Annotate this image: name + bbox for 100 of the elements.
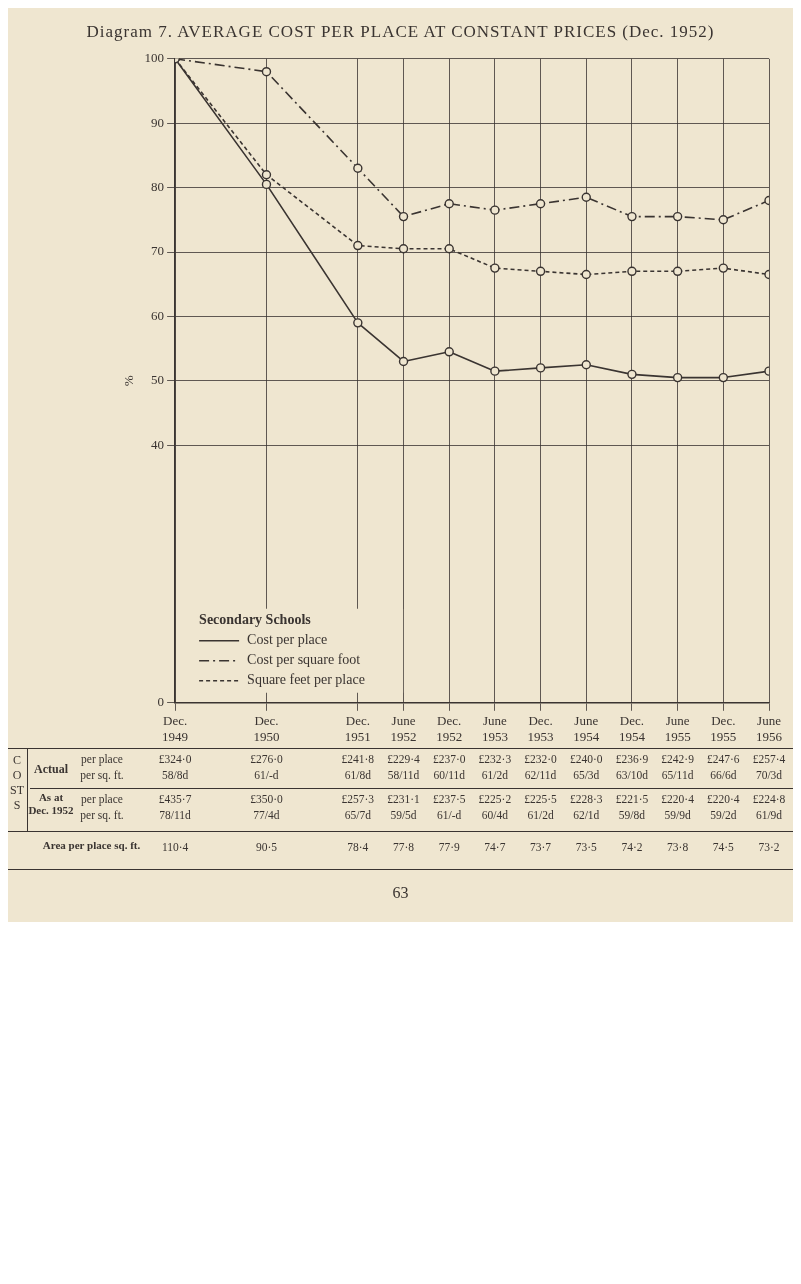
- point: [353, 240, 363, 251]
- point: [261, 179, 272, 190]
- point: [535, 199, 546, 209]
- text: 60/4d: [481, 809, 508, 821]
- text: 66/6d: [710, 769, 737, 781]
- point: [672, 211, 683, 222]
- point: [261, 66, 272, 77]
- text: £232·3: [478, 753, 512, 765]
- y-axis-title: %: [121, 375, 137, 387]
- point: [581, 192, 591, 202]
- text: 65/7d: [344, 809, 371, 821]
- chart-title: Diagram 7. AVERAGE COST PER PLACE AT CONSTANT PRICES (Dec. 1952): [85, 21, 716, 43]
- text: 73·7: [529, 840, 553, 855]
- point: [535, 266, 546, 277]
- text: per place: [81, 793, 123, 805]
- x-tick-label: June 1954: [573, 713, 600, 744]
- text: 70/3d: [755, 769, 783, 781]
- text: per sq. ft.: [80, 809, 124, 821]
- text: sq. ft.: [114, 839, 141, 851]
- text: per place: [81, 753, 123, 765]
- text: 110·4: [160, 840, 190, 855]
- text: 60/11d: [433, 769, 465, 781]
- y-tick-label: 70: [151, 243, 165, 259]
- text: per sq. ft.: [80, 769, 124, 781]
- x-tick-label: June 1956: [756, 713, 783, 744]
- legend-label: Square feet per place: [247, 672, 365, 688]
- text: Area per place: [42, 839, 112, 851]
- text: £237·0: [432, 753, 466, 765]
- point: [581, 360, 591, 370]
- text: £228·3: [569, 793, 603, 805]
- x-tick-label: June 1955: [664, 713, 691, 744]
- text: £220·4: [661, 793, 694, 805]
- y-tick-label: 100: [144, 50, 165, 66]
- point: [627, 211, 637, 222]
- x-tick-label: Dec. 1953: [527, 713, 554, 744]
- text: 58/8d: [161, 769, 189, 781]
- text: £240·0: [569, 753, 603, 765]
- text: As at Dec. 1952: [28, 791, 74, 817]
- text: 74·5: [711, 840, 735, 855]
- x-tick-label: June 1952: [390, 713, 417, 744]
- y-tick-label: 90: [151, 114, 165, 130]
- text: £247·6: [707, 753, 740, 765]
- text: 74·2: [620, 840, 644, 855]
- point: [490, 205, 500, 215]
- y-tick-label: 50: [151, 372, 165, 388]
- point: [490, 366, 500, 376]
- x-tick-label: Dec. 1955: [710, 713, 737, 744]
- point: [261, 170, 272, 180]
- text: 77·9: [437, 840, 461, 855]
- text: £232·0: [524, 753, 557, 765]
- point: [490, 263, 500, 273]
- legend-title: Secondary Schools: [199, 612, 312, 628]
- text: £231·1: [387, 793, 420, 805]
- text: £237·5: [432, 793, 466, 805]
- text: £220·4: [707, 793, 740, 805]
- point: [353, 318, 363, 328]
- text: 90·5: [254, 840, 278, 855]
- point: [398, 356, 409, 367]
- point: [398, 244, 409, 254]
- text: 59/2d: [710, 809, 737, 821]
- text: 61/8d: [344, 769, 371, 781]
- text: £236·9: [615, 753, 649, 765]
- text: 62/1d: [573, 809, 600, 821]
- text: 63: [391, 884, 410, 902]
- text: 73·2: [757, 840, 781, 855]
- text: £257·4: [752, 753, 786, 765]
- text: COSTS: [10, 753, 25, 813]
- x-tick-label: June 1953: [481, 713, 508, 744]
- text: 78/11d: [159, 809, 191, 821]
- x-tick-label: Dec. 1949: [162, 713, 189, 744]
- text: £257·3: [341, 793, 375, 805]
- x-tick-label: Dec. 1952: [436, 713, 463, 744]
- point: [718, 263, 729, 273]
- text: £324·0: [158, 753, 192, 765]
- point: [627, 369, 637, 380]
- point: [398, 211, 409, 222]
- text: 78·4: [346, 840, 370, 855]
- point: [627, 266, 637, 277]
- legend-label: Cost per place: [247, 632, 328, 648]
- text: £225·5: [524, 793, 557, 805]
- point: [581, 269, 591, 280]
- y-tick-label: 0: [157, 694, 165, 710]
- text: Actual: [33, 761, 69, 777]
- point: [672, 372, 683, 383]
- text: £241·8: [341, 753, 375, 765]
- text: 61/-d: [254, 769, 279, 781]
- point: [535, 363, 546, 373]
- text: 77/4d: [253, 809, 280, 821]
- point: [444, 347, 454, 357]
- point: [718, 372, 729, 383]
- x-tick-label: Dec. 1950: [253, 713, 280, 744]
- y-tick-label: 60: [151, 307, 165, 323]
- text: 73·8: [666, 840, 690, 855]
- text: £224·8: [752, 793, 786, 805]
- point: [718, 215, 729, 225]
- text: 63/10d: [615, 769, 648, 781]
- text: £435·7: [158, 793, 192, 805]
- text: £242·9: [661, 753, 694, 765]
- text: 62/11d: [524, 769, 557, 781]
- text: £229·4: [387, 753, 420, 765]
